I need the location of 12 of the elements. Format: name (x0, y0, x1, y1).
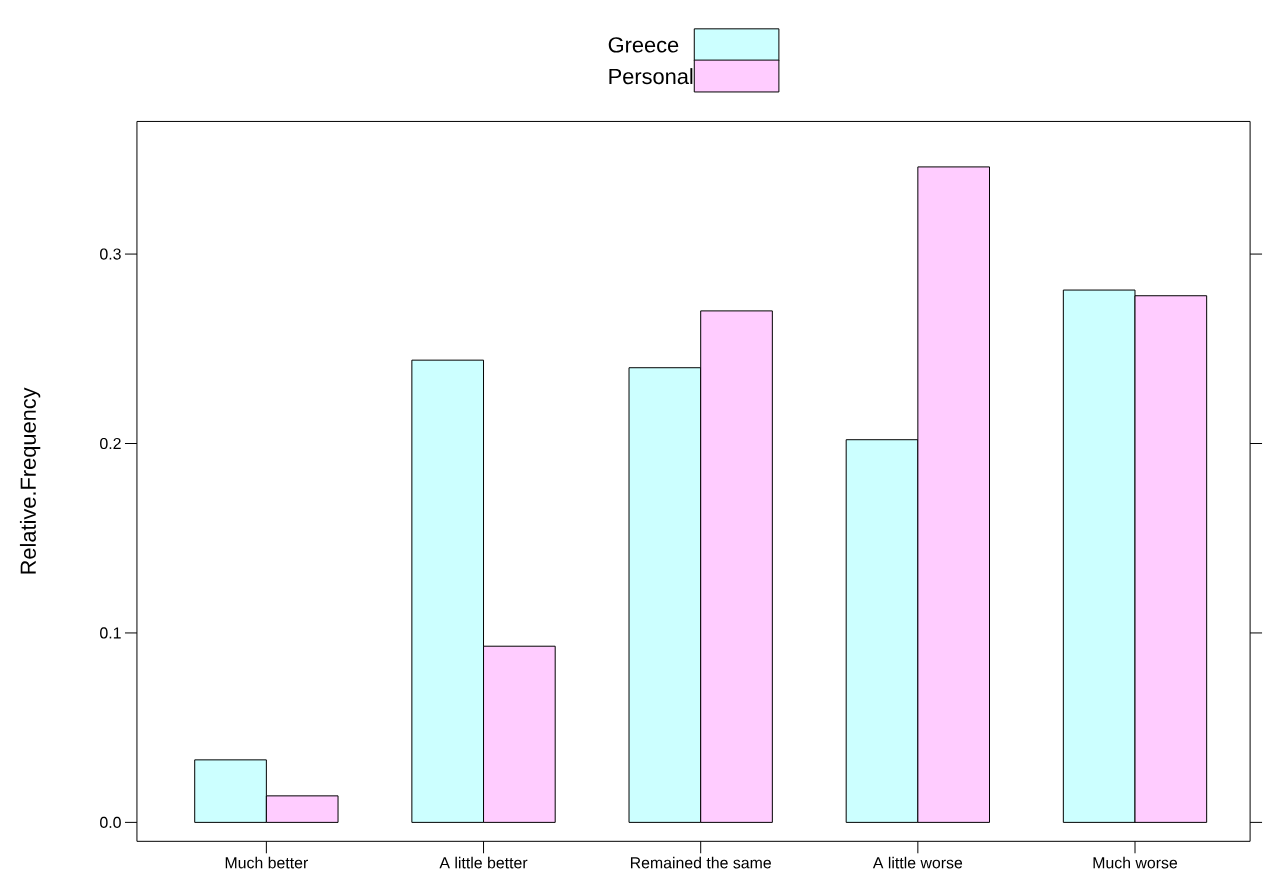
x-tick-label: Much better (225, 856, 308, 869)
y-tick-label: 0.1 (100, 627, 121, 639)
y-tick-label: 0.0 (100, 816, 121, 828)
y-tick-label: 0.3 (100, 248, 121, 260)
y-axis-title: Relative.Frequency (19, 387, 41, 574)
x-tick-label: Remained the same (630, 856, 771, 869)
x-tick-label: Much worse (1093, 856, 1178, 869)
x-tick-label: A little better (439, 856, 528, 869)
legend-label: Greece (608, 37, 679, 53)
x-tick-label: A little worse (872, 856, 963, 869)
y-tick-label: 0.2 (100, 437, 121, 450)
legend-label: Personal (609, 68, 693, 85)
